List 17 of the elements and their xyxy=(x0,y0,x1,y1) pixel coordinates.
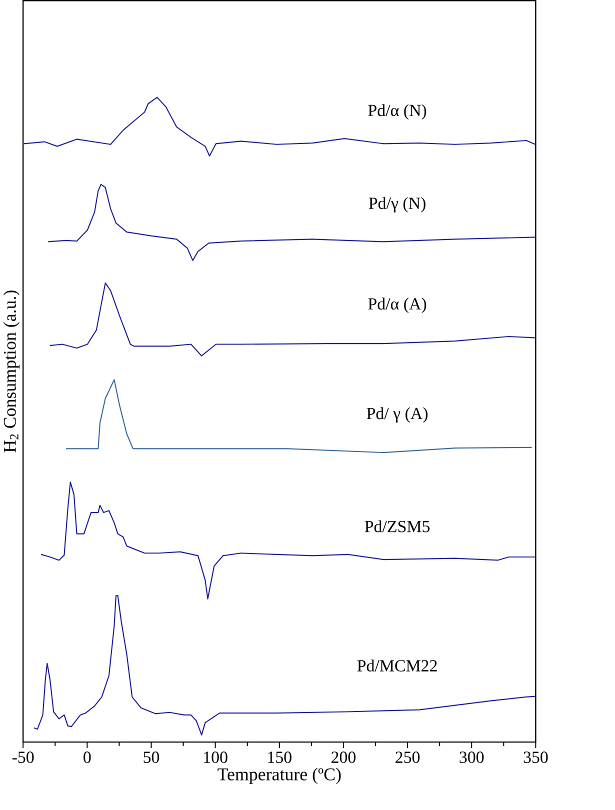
series-label: Pd/ γ (A) xyxy=(366,407,428,423)
x-tick-label: 100 xyxy=(204,752,228,763)
series-label: Pd/α (N) xyxy=(368,104,426,120)
x-tick-label: 0 xyxy=(84,752,91,763)
x-tick-label: 250 xyxy=(396,752,420,763)
series-label: Pd/γ (N) xyxy=(368,197,426,212)
x-tick-label: 150 xyxy=(268,752,292,763)
series-label: Pd/ZSM5 xyxy=(364,520,430,532)
x-tick-label: -50 xyxy=(12,752,34,763)
x-tick-label: 50 xyxy=(144,752,160,763)
x-tick-label: 350 xyxy=(524,752,548,763)
x-tick-label: 200 xyxy=(332,752,356,763)
x-tick-label: 300 xyxy=(460,752,484,763)
series-label: Pd/α (A) xyxy=(368,298,426,314)
y-axis-title: H$_{2}$ Consumption (a.u.) xyxy=(3,290,20,452)
text: Pd/MCM22 xyxy=(357,660,437,672)
x-axis-title: Temperature (ºC) xyxy=(218,768,341,784)
